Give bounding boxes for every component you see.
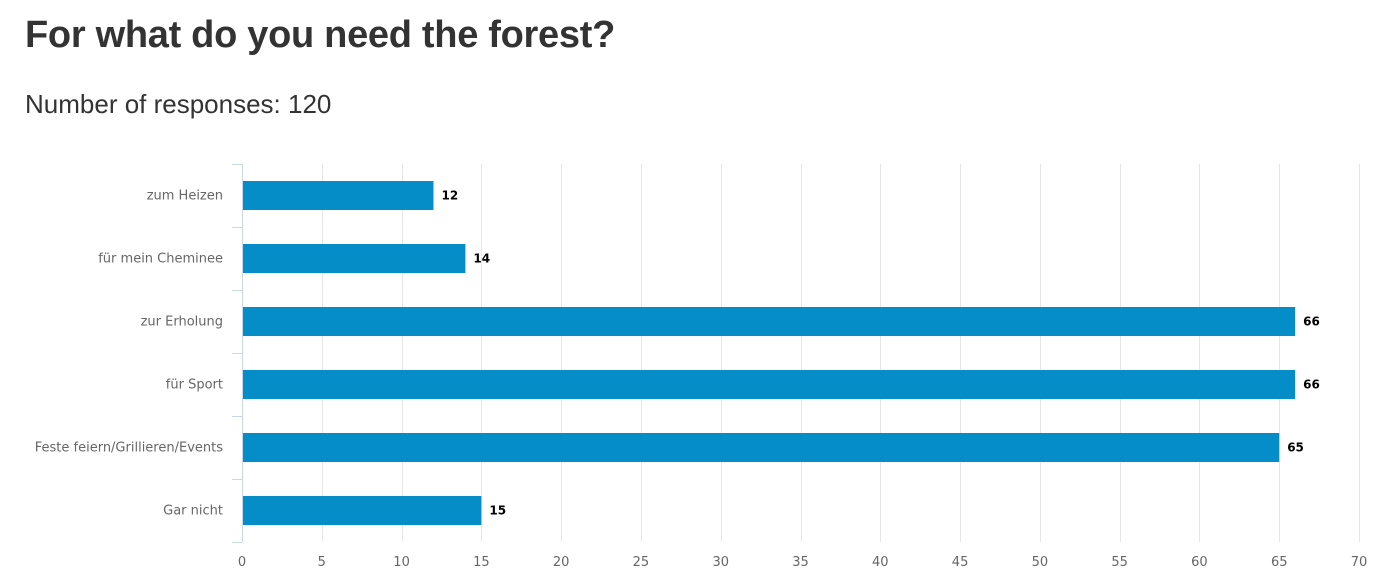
bar[interactable] bbox=[243, 370, 1296, 399]
category-label: Gar nicht bbox=[163, 504, 223, 519]
category-label: für mein Cheminee bbox=[98, 252, 223, 267]
x-tick-label: 10 bbox=[393, 555, 410, 570]
bar[interactable] bbox=[243, 244, 466, 273]
gridlines bbox=[322, 164, 1360, 542]
data-label: 15 bbox=[489, 504, 506, 518]
bar[interactable] bbox=[243, 307, 1296, 336]
x-tick-label: 40 bbox=[872, 555, 889, 570]
x-tick-label: 35 bbox=[792, 555, 809, 570]
data-label: 14 bbox=[473, 252, 490, 266]
data-label: 66 bbox=[1303, 378, 1320, 392]
x-tick-label: 5 bbox=[318, 555, 326, 570]
x-tick-label: 60 bbox=[1191, 555, 1208, 570]
y-axis bbox=[232, 164, 243, 543]
page-title: For what do you need the forest? bbox=[25, 14, 615, 56]
x-axis-ticks: 0 5 10 15 20 25 30 35 40 45 50 55 60 65 70 bbox=[238, 555, 1367, 570]
category-label: für Sport bbox=[166, 378, 223, 393]
bar[interactable] bbox=[243, 181, 434, 210]
data-label: 66 bbox=[1303, 315, 1320, 329]
x-tick-label: 65 bbox=[1271, 555, 1288, 570]
x-tick-label: 55 bbox=[1111, 555, 1128, 570]
x-tick-label: 30 bbox=[712, 555, 729, 570]
x-tick-label: 20 bbox=[553, 555, 570, 570]
x-tick-label: 15 bbox=[473, 555, 490, 570]
data-label: 65 bbox=[1287, 441, 1304, 455]
bar[interactable] bbox=[243, 496, 482, 525]
category-label: Feste feiern/Grillieren/Events bbox=[35, 441, 223, 456]
x-tick-label: 25 bbox=[633, 555, 650, 570]
category-label: zum Heizen bbox=[147, 189, 223, 204]
x-tick-label: 50 bbox=[1032, 555, 1049, 570]
x-tick-label: 45 bbox=[952, 555, 969, 570]
data-label: 12 bbox=[441, 189, 458, 203]
response-count: Number of responses: 120 bbox=[25, 89, 332, 119]
category-labels: zum Heizen für mein Cheminee zur Erholung f… bbox=[35, 189, 223, 519]
bars: 12 14 66 66 65 15 bbox=[243, 181, 1320, 525]
bar[interactable] bbox=[243, 433, 1280, 462]
category-label: zur Erholung bbox=[141, 315, 223, 330]
x-tick-label: 70 bbox=[1351, 555, 1368, 570]
x-tick-label: 0 bbox=[238, 555, 246, 570]
